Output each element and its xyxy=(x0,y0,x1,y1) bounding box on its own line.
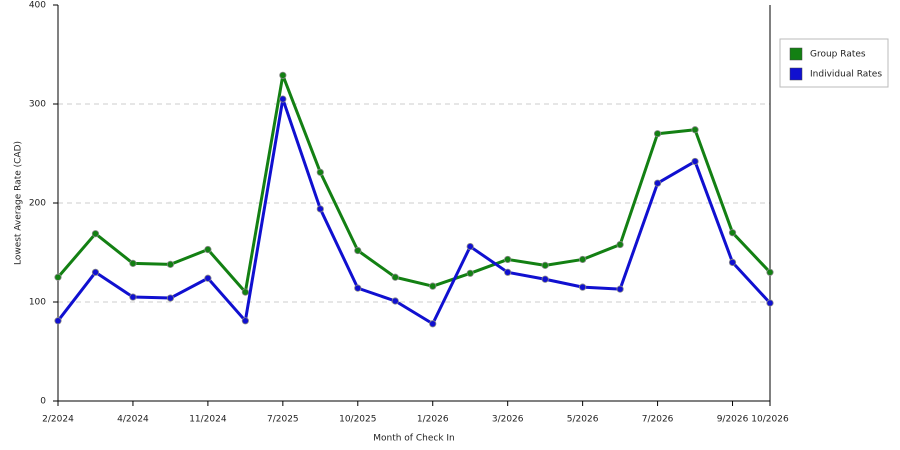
x-tick-label: 3/2026 xyxy=(492,415,524,425)
data-point xyxy=(316,168,324,176)
data-point xyxy=(616,285,624,293)
data-point xyxy=(54,273,62,281)
data-point xyxy=(728,258,737,266)
data-point xyxy=(129,293,137,301)
legend-label: Group Rates xyxy=(810,50,866,60)
x-axis-label: Month of Check In xyxy=(373,434,455,444)
data-point xyxy=(541,275,549,283)
data-point xyxy=(166,260,175,268)
data-point xyxy=(653,130,662,138)
data-point xyxy=(616,240,624,249)
x-tick-label: 7/2026 xyxy=(642,415,674,425)
data-point xyxy=(466,269,474,277)
data-point xyxy=(204,274,212,282)
x-tick-label: 2/2024 xyxy=(42,415,74,425)
y-tick-label: 0 xyxy=(40,397,46,407)
data-point xyxy=(466,242,474,251)
data-point xyxy=(504,268,512,276)
data-point xyxy=(653,179,662,187)
x-tick-label: 4/2024 xyxy=(117,415,149,425)
series-line xyxy=(56,73,772,294)
legend-label: Individual Rates xyxy=(810,70,882,80)
x-tick-label: 10/2025 xyxy=(339,415,376,425)
data-point xyxy=(691,157,699,166)
data-point xyxy=(579,283,587,291)
x-tick-label: 1/2026 xyxy=(417,415,449,425)
data-point xyxy=(541,261,549,269)
y-tick-label: 300 xyxy=(29,100,46,110)
data-point xyxy=(354,246,362,255)
data-point xyxy=(728,229,737,237)
x-tick-label: 9/2026 xyxy=(717,415,749,425)
y-axis-label: Lowest Average Rate (CAD) xyxy=(14,141,24,265)
x-tick-label: 5/2026 xyxy=(567,415,599,425)
data-point xyxy=(354,284,362,292)
x-tick-label: 11/2024 xyxy=(189,415,227,425)
data-point xyxy=(766,299,774,307)
data-point xyxy=(241,288,249,296)
data-point xyxy=(691,126,699,134)
data-point xyxy=(504,255,512,264)
data-point xyxy=(241,317,249,325)
data-point xyxy=(129,259,137,267)
data-point xyxy=(204,245,212,254)
legend-swatch xyxy=(789,47,803,61)
x-tick-label: 10/2026 xyxy=(751,415,789,425)
data-point xyxy=(579,255,587,264)
y-tick-label: 100 xyxy=(29,298,46,308)
data-point xyxy=(766,268,774,276)
data-point xyxy=(316,205,324,213)
legend-swatch xyxy=(789,67,803,81)
data-point xyxy=(429,282,437,290)
data-point xyxy=(279,95,287,103)
data-point xyxy=(429,320,437,328)
y-tick-label: 200 xyxy=(29,199,46,209)
y-tick-label: 400 xyxy=(29,1,46,11)
data-point xyxy=(391,273,399,281)
data-point xyxy=(279,71,287,79)
data-point xyxy=(391,297,399,305)
data-point xyxy=(166,294,175,302)
data-point xyxy=(54,317,62,325)
data-point xyxy=(91,268,100,276)
data-point xyxy=(91,230,100,238)
series-line xyxy=(56,97,772,326)
x-tick-label: 7/2025 xyxy=(267,415,299,425)
